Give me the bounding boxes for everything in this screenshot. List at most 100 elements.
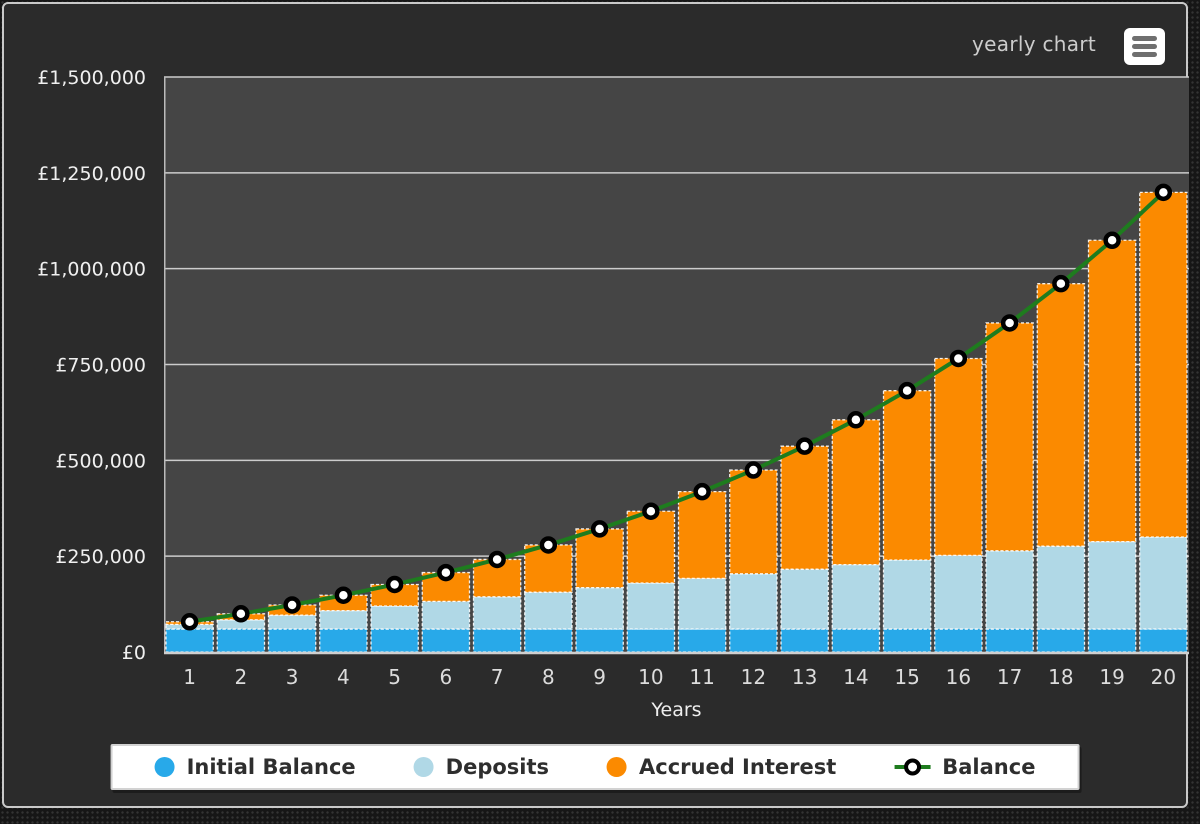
bar-year-19-accrued-interest[interactable] [1087, 239, 1137, 543]
balance-marker-year-2[interactable] [232, 605, 250, 623]
hamburger-menu-icon [1132, 36, 1157, 41]
bar-year-16-accrued-interest[interactable] [934, 357, 983, 557]
bar-year-12-deposits[interactable] [729, 573, 778, 630]
balance-marker-year-8[interactable] [539, 536, 558, 554]
bar-year-14-accrued-interest[interactable] [831, 419, 881, 566]
bar-year-5-deposits[interactable] [370, 605, 419, 630]
x-axis-tick-label: 6 [440, 665, 453, 689]
balance-marker-icon [894, 757, 931, 777]
chart-panel: yearly chart £0 £250,000 £500,000 £750,000 £… [2, 2, 1189, 808]
bar-year-10-deposits[interactable] [626, 582, 676, 630]
bar-year-4-deposits[interactable] [319, 609, 368, 630]
x-axis-tick-label: 10 [638, 665, 663, 689]
balance-marker-year-16[interactable] [949, 349, 968, 368]
legend-item-deposits[interactable]: Deposits [413, 755, 550, 779]
x-axis-title: Years [650, 699, 701, 721]
bar-year-9-initial-balance[interactable] [575, 628, 624, 653]
bar-year-7-deposits[interactable] [472, 596, 522, 630]
bar-year-6-deposits[interactable] [421, 600, 471, 630]
bar-year-14-deposits[interactable] [831, 563, 881, 630]
bar-year-9-accrued-interest[interactable] [575, 528, 624, 589]
bar-year-3-initial-balance[interactable] [267, 628, 317, 653]
x-axis-tick-label: 11 [689, 665, 714, 689]
bar-year-18-deposits[interactable] [1036, 545, 1086, 630]
bar-year-13-accrued-interest[interactable] [780, 445, 829, 570]
balance-marker-year-19[interactable] [1103, 231, 1121, 250]
balance-marker-year-17[interactable] [1000, 314, 1019, 332]
balance-marker-year-7[interactable] [488, 550, 506, 569]
balance-marker-year-1[interactable] [180, 613, 199, 631]
bar-year-17-deposits[interactable] [985, 550, 1034, 630]
bar-year-13-deposits[interactable] [780, 568, 829, 630]
balance-marker-year-11[interactable] [693, 482, 711, 501]
balance-marker-year-12[interactable] [744, 461, 763, 479]
bar-year-1-initial-balance[interactable] [165, 628, 214, 653]
bar-year-13-initial-balance[interactable] [780, 628, 829, 653]
bar-year-16-deposits[interactable] [934, 554, 983, 630]
hamburger-menu-icon [1132, 44, 1157, 49]
balance-circle-icon [903, 758, 921, 776]
balance-marker-year-20[interactable] [1154, 183, 1173, 202]
hamburger-menu-icon [1132, 52, 1157, 57]
bar-year-17-initial-balance[interactable] [985, 628, 1034, 653]
y-axis-tick-label: £250,000 [55, 546, 146, 568]
bar-year-20-accrued-interest[interactable] [1139, 191, 1188, 538]
bar-year-19-deposits[interactable] [1087, 540, 1137, 630]
bar-year-15-initial-balance[interactable] [882, 628, 932, 653]
bar-year-20-initial-balance[interactable] [1139, 628, 1188, 653]
balance-marker-year-5[interactable] [385, 575, 404, 594]
bar-year-5-accrued-interest[interactable] [370, 583, 419, 607]
balance-marker-year-4[interactable] [334, 586, 353, 604]
bar-year-8-deposits[interactable] [524, 591, 573, 630]
y-axis-tick-label: £0 [122, 642, 146, 664]
balance-marker-year-9[interactable] [590, 520, 609, 538]
bar-year-7-initial-balance[interactable] [472, 628, 522, 653]
x-axis-tick-label: 9 [593, 665, 606, 689]
bar-year-12-accrued-interest[interactable] [729, 469, 778, 575]
bar-year-10-initial-balance[interactable] [626, 628, 676, 653]
y-axis-tick-label: £750,000 [55, 355, 146, 377]
bar-year-17-accrued-interest[interactable] [985, 322, 1034, 552]
x-axis-tick-label: 3 [286, 665, 299, 689]
bar-year-11-accrued-interest[interactable] [677, 491, 727, 580]
bar-year-2-deposits[interactable] [216, 619, 266, 630]
balance-marker-year-13[interactable] [795, 437, 814, 455]
bar-year-12-initial-balance[interactable] [729, 628, 778, 653]
bar-year-4-initial-balance[interactable] [319, 628, 368, 653]
legend-dot-icon [607, 757, 628, 777]
bar-year-6-initial-balance[interactable] [421, 628, 471, 653]
bar-year-11-deposits[interactable] [677, 577, 727, 630]
bar-year-16-initial-balance[interactable] [934, 628, 983, 653]
bar-year-18-accrued-interest[interactable] [1036, 283, 1086, 547]
bar-year-9-deposits[interactable] [575, 586, 624, 630]
legend-item-initial-balance[interactable]: Initial Balance [154, 755, 356, 779]
legend-item-balance[interactable]: Balance [894, 755, 1035, 779]
bar-year-19-initial-balance[interactable] [1087, 628, 1137, 653]
legend-item-accrued-interest[interactable]: Accrued Interest [607, 755, 836, 779]
bar-year-20-deposits[interactable] [1139, 536, 1188, 630]
balance-marker-year-14[interactable] [847, 411, 865, 429]
y-axis-tick-label: £1,250,000 [37, 163, 146, 185]
legend-label: Accrued Interest [639, 755, 837, 779]
legend-label: Deposits [445, 755, 550, 779]
bar-year-5-initial-balance[interactable] [370, 628, 419, 653]
bar-year-15-deposits[interactable] [882, 559, 932, 630]
bar-year-3-deposits[interactable] [267, 614, 317, 630]
balance-marker-year-3[interactable] [283, 596, 301, 614]
balance-marker-year-6[interactable] [437, 563, 455, 582]
x-axis-tick-label: 7 [491, 665, 504, 689]
x-axis-tick-label: 17 [997, 665, 1022, 689]
bar-year-2-initial-balance[interactable] [216, 628, 266, 653]
bar-year-14-initial-balance[interactable] [831, 628, 881, 653]
bar-year-18-initial-balance[interactable] [1036, 628, 1086, 653]
balance-marker-year-18[interactable] [1052, 274, 1070, 293]
bar-year-15-accrued-interest[interactable] [882, 390, 932, 561]
bar-year-11-initial-balance[interactable] [677, 628, 727, 653]
balance-marker-year-10[interactable] [642, 502, 660, 520]
y-axis-tick-label: £500,000 [55, 450, 146, 472]
legend-dot-icon [154, 757, 175, 777]
bar-year-8-initial-balance[interactable] [524, 628, 573, 653]
bar-year-10-accrued-interest[interactable] [626, 510, 676, 584]
hamburger-menu-button[interactable] [1124, 28, 1165, 65]
balance-marker-year-15[interactable] [898, 381, 916, 400]
